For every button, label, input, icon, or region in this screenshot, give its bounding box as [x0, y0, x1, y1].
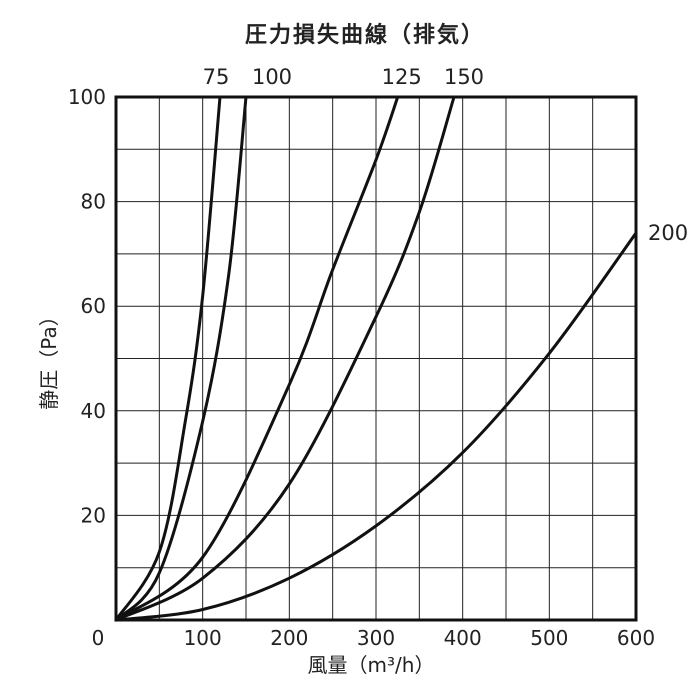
x-tick-label: 100 — [184, 626, 222, 650]
curve-labels: 75 100 125 150 200 — [203, 65, 688, 245]
plot-frame — [114, 95, 638, 622]
x-tick-label: 300 — [357, 626, 395, 650]
y-tick-label: 40 — [81, 399, 106, 423]
x-axis-label: 風量（m³/h） — [308, 653, 435, 677]
curve-75 — [114, 95, 222, 622]
grid — [116, 97, 636, 620]
x-tick-label: 200 — [270, 626, 308, 650]
curve-label-75: 75 — [203, 65, 230, 89]
y-axis-label: 静圧（Pa） — [37, 306, 61, 409]
x-tick-label: 400 — [444, 626, 482, 650]
x-tick-label: 500 — [530, 626, 568, 650]
curves — [114, 95, 638, 622]
chart-title: 圧力損失曲線（排気） — [245, 22, 485, 48]
curve-label-100: 100 — [252, 65, 292, 89]
y-tick-label: 60 — [81, 294, 106, 318]
x-tick-label: 0 — [92, 626, 105, 650]
y-tick-label: 20 — [81, 503, 106, 527]
curve-label-150: 150 — [444, 65, 484, 89]
curve-150 — [114, 95, 456, 622]
x-tick-label: 600 — [617, 626, 655, 650]
curve-label-200: 200 — [648, 221, 688, 245]
curve-100 — [114, 95, 248, 622]
curve-200 — [114, 231, 638, 622]
y-tick-labels: 20 40 60 80 100 — [68, 85, 106, 527]
curve-label-125: 125 — [382, 65, 422, 89]
curve-125 — [114, 95, 400, 622]
y-tick-label: 100 — [68, 85, 106, 109]
y-tick-label: 80 — [81, 190, 106, 214]
x-tick-labels: 0 100 200 300 400 500 600 — [92, 626, 655, 650]
